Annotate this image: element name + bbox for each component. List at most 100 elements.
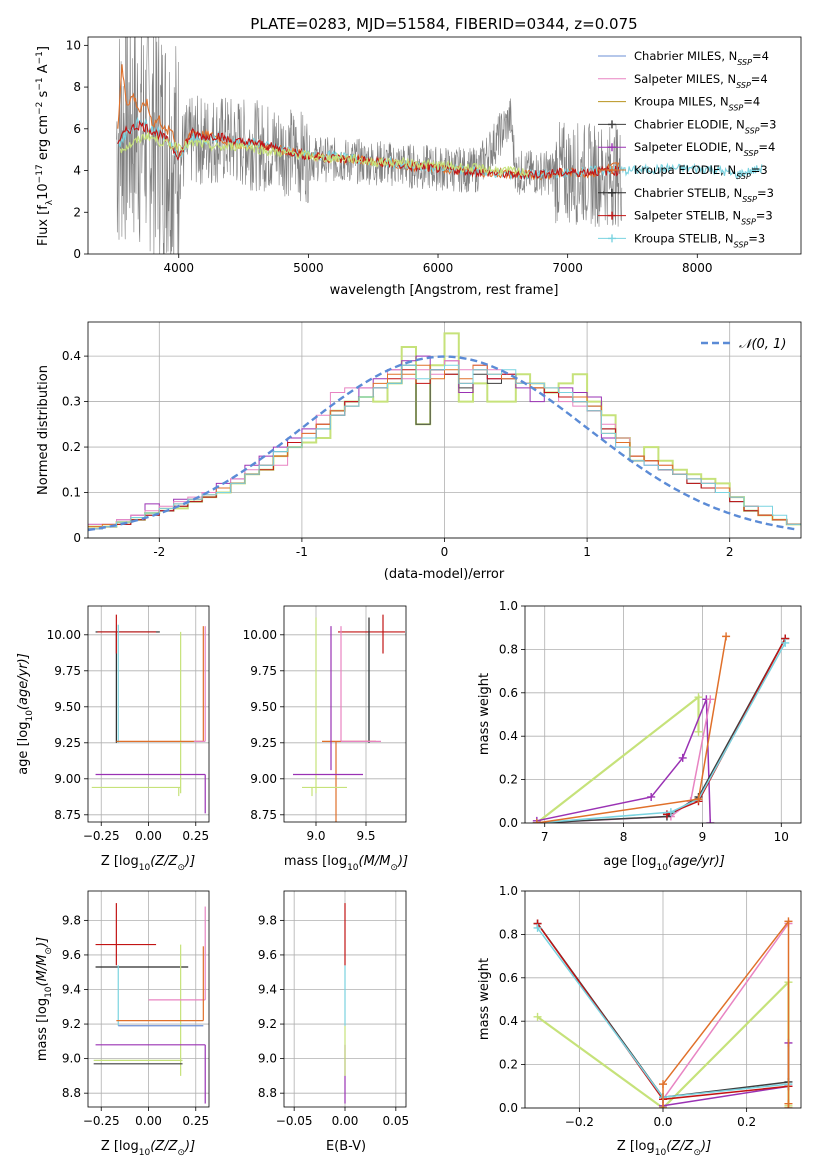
y-tick-label: 9.00 bbox=[54, 772, 81, 786]
legend-label: Kroupa STELIB, NSSP=3 bbox=[634, 231, 765, 249]
x-tick-label: −0.2 bbox=[565, 1115, 594, 1129]
legend-label-main: Salpeter ELODIE, N bbox=[634, 140, 744, 154]
x-tick-label: 4000 bbox=[163, 261, 194, 275]
y-axis-label: Flux [fλ10−17 erg cm−2 s−1 A−1] bbox=[35, 46, 55, 246]
x-tick-label: 7 bbox=[541, 830, 549, 844]
x-tick-label: 6000 bbox=[423, 261, 454, 275]
label-part: age [log bbox=[16, 722, 31, 775]
legend-label-main: Salpeter MILES, N bbox=[634, 72, 736, 86]
legend-label-suffix: =4 bbox=[743, 95, 760, 109]
legend-label: Chabrier STELIB, NSSP=3 bbox=[634, 186, 774, 204]
axes-frame bbox=[87, 890, 210, 1108]
label-part: 10 bbox=[655, 1148, 667, 1158]
y-tick-label: 0.2 bbox=[499, 1058, 518, 1072]
weight-marker bbox=[533, 923, 542, 932]
legend-label-suffix: =3 bbox=[748, 231, 765, 245]
y-tick-label: 9.0 bbox=[258, 1052, 277, 1066]
label-part: )] bbox=[184, 854, 195, 869]
weight-marker bbox=[694, 693, 703, 702]
x-tick-label: 10 bbox=[774, 830, 789, 844]
x-tick-label: 0.0 bbox=[653, 1115, 672, 1129]
legend-label-main: Chabrier MILES, N bbox=[634, 49, 737, 63]
label-part: )] bbox=[397, 854, 408, 869]
label-part: ] bbox=[36, 46, 51, 51]
legend-label: Salpeter STELIB, NSSP=3 bbox=[634, 209, 773, 227]
legend-label-sub: SSP bbox=[745, 126, 760, 135]
x-axis-label: mass [log10(M/M⊙)] bbox=[284, 854, 408, 873]
normal-curve bbox=[88, 355, 799, 532]
weight-marker bbox=[706, 695, 715, 704]
label-part: Flux [f bbox=[36, 205, 51, 246]
x-tick-label: 2 bbox=[726, 545, 734, 559]
mass-vs-Z-axes: −0.25 0.00 0.25 8.8 9.0 9.2 9.4 9.6 9.8 bbox=[62, 890, 210, 1128]
weight-marker bbox=[647, 792, 656, 801]
label-part: λ bbox=[45, 199, 55, 205]
weight-marker bbox=[784, 917, 793, 926]
x-tick-label: 9.0 bbox=[306, 829, 325, 843]
plot-area bbox=[91, 614, 206, 814]
x-tick-label: 1 bbox=[583, 545, 591, 559]
legend-label: Salpeter ELODIE, NSSP=4 bbox=[634, 140, 775, 158]
x-tick-label: 0.00 bbox=[135, 829, 162, 843]
weight-vs-Z-axes: −0.2 0.0 0.2 0.0 0.2 0.4 0.6 0.8 1.0 bbox=[499, 884, 802, 1129]
x-tick-label: 0.2 bbox=[737, 1115, 756, 1129]
label-part: 10 bbox=[36, 183, 51, 200]
y-tick-label: 9.0 bbox=[62, 1052, 81, 1066]
axes-frame bbox=[87, 605, 210, 823]
label-part: 10 bbox=[25, 710, 35, 722]
y-axis-label: age [log10(age/yr)] bbox=[16, 653, 35, 775]
weight-marker bbox=[533, 1012, 542, 1021]
legend-label-suffix: =3 bbox=[751, 163, 768, 177]
weight-line bbox=[536, 642, 786, 823]
label-part: (Z/Z bbox=[150, 1139, 178, 1154]
label-part: Z [log bbox=[617, 1139, 655, 1154]
label-part: 10 bbox=[139, 1148, 151, 1158]
legend-marker bbox=[608, 120, 616, 129]
label-part: 10 bbox=[44, 986, 54, 998]
label-part: −1 bbox=[35, 77, 45, 90]
y-axis-label: mass [log10(M/M⊙)] bbox=[35, 937, 54, 1061]
label-part: (age/yr)] bbox=[16, 653, 31, 710]
weight-marker bbox=[532, 819, 541, 823]
legend-label-suffix: =4 bbox=[758, 140, 775, 154]
legend-label-suffix: =4 bbox=[752, 49, 769, 63]
spectrum-legend: Chabrier MILES, N SSP =4 Salpeter MILES, N S… bbox=[598, 49, 776, 249]
x-tick-label: 7000 bbox=[552, 261, 583, 275]
y-tick-label: 9.50 bbox=[250, 700, 277, 714]
x-axis-label: E(B-V) bbox=[326, 1139, 366, 1154]
y-tick-label: 0 bbox=[73, 247, 81, 261]
y-tick-label: 9.2 bbox=[62, 1017, 81, 1031]
plot-area bbox=[293, 614, 405, 822]
weight-marker bbox=[722, 632, 731, 641]
weight-marker bbox=[659, 1104, 667, 1108]
plot-area bbox=[533, 917, 793, 1108]
y-tick-label: 9.6 bbox=[258, 948, 277, 962]
y-axis-label: mass weight bbox=[477, 958, 492, 1040]
age-vs-mass-axes: 9.0 9.5 8.75 9.00 9.25 9.50 9.75 10.00 bbox=[243, 605, 407, 843]
model-spectrum-line bbox=[119, 131, 529, 179]
legend-label-main: Chabrier STELIB, N bbox=[634, 186, 742, 200]
label-part: erg cm bbox=[36, 115, 51, 164]
y-tick-label: 8 bbox=[73, 80, 81, 94]
plot-area bbox=[116, 37, 763, 254]
mass-vs-ebv-axes: −0.05 0.00 0.05 8.8 9.0 9.2 9.4 9.6 9.8 bbox=[258, 890, 409, 1128]
data-spectrum-line bbox=[116, 37, 623, 254]
x-axis-label: (data-model)/error bbox=[384, 567, 505, 582]
axes-frame bbox=[87, 36, 802, 255]
label-part: (Z/Z bbox=[666, 1139, 694, 1154]
label-part: )] bbox=[35, 937, 50, 948]
legend-label-main: Kroupa MILES, N bbox=[634, 95, 729, 109]
y-tick-label: 0.8 bbox=[499, 927, 518, 941]
legend-label-main: Salpeter STELIB, N bbox=[634, 209, 741, 223]
axes-frame bbox=[283, 605, 407, 823]
label-part: (M/M bbox=[359, 854, 391, 869]
x-tick-label: -2 bbox=[153, 545, 165, 559]
y-tick-label: 9.25 bbox=[54, 736, 81, 750]
x-tick-label: 9.5 bbox=[356, 829, 375, 843]
weight-marker bbox=[659, 1080, 667, 1089]
legend-label-main: Kroupa STELIB, N bbox=[634, 231, 734, 245]
x-tick-label: −0.25 bbox=[83, 1114, 120, 1128]
label-part: Z [log bbox=[101, 854, 139, 869]
y-tick-label: 9.4 bbox=[258, 982, 277, 996]
legend-marker bbox=[608, 188, 616, 197]
